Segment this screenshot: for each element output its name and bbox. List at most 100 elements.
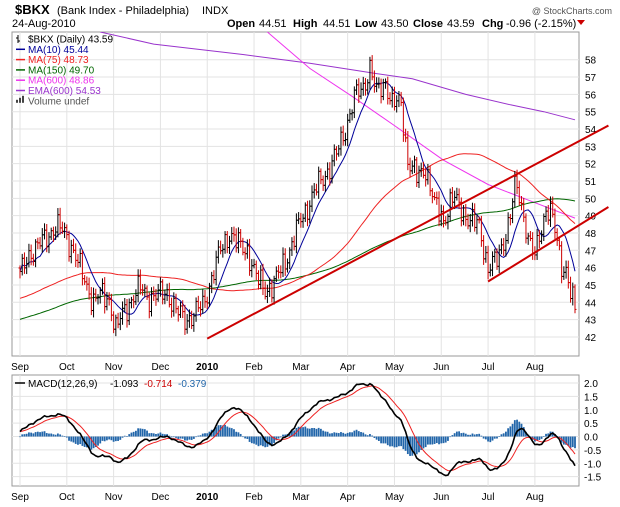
open-value: 44.51	[259, 18, 287, 30]
price-panel-frame	[11, 31, 580, 357]
macd-hist-bar	[204, 433, 206, 437]
macd-hist-bar	[85, 436, 88, 448]
macd-hist-bar	[511, 423, 514, 437]
date-tick-label: Dec	[152, 362, 170, 373]
macd-hist-bar	[442, 436, 445, 444]
macd-tick-label: 1.5	[584, 392, 598, 403]
macd-legend: MACD(12,26,9) -1.093 -0.714 -0.379	[15, 379, 207, 390]
macd-hist-bar	[469, 434, 472, 437]
macd-hist-bar	[114, 436, 117, 442]
macd-hist-bar	[297, 426, 300, 437]
macd-hist-bar	[389, 436, 391, 447]
macd-hist-bar	[431, 436, 434, 445]
macd-hist-bar	[384, 436, 387, 444]
macd-hist-bar	[94, 436, 97, 448]
macd-hist-bar	[355, 429, 358, 437]
macd-hist-bar	[542, 436, 545, 437]
macd-hist-bar	[112, 436, 115, 442]
down-arrow-icon	[577, 20, 585, 25]
trendline	[487, 206, 609, 283]
macd-hist-bar	[433, 436, 436, 444]
macd-date-tick-label: Nov	[105, 492, 123, 503]
macd-hist-bar	[344, 433, 347, 437]
macd-hist-bar	[32, 433, 35, 437]
macd-hist-bar	[250, 436, 253, 444]
macd-hist-bar	[571, 436, 574, 448]
macd-hist-bar	[464, 433, 467, 437]
macd-hist-bar	[168, 435, 171, 437]
macd-date-tick-label: Sep	[11, 492, 29, 503]
macd-hist-bar	[81, 436, 84, 446]
macd-hist-bar	[420, 436, 423, 450]
macd-tick-label: 1.0	[584, 406, 598, 417]
macd-date-tick-label: Oct	[59, 492, 75, 503]
price-tick-label: 42	[585, 333, 597, 344]
macd-hist-bar	[545, 433, 547, 437]
price-grid	[12, 32, 579, 356]
macd-hist-bar	[422, 436, 425, 449]
price-tick-label: 57	[585, 73, 597, 84]
date-tick-label: Sep	[11, 362, 29, 373]
macd-hist-bar	[326, 431, 329, 437]
chg-label: Chg	[482, 18, 503, 30]
macd-hist-bar	[52, 434, 55, 437]
macd-hist-bar	[72, 436, 75, 443]
date-tick-label: Mar	[292, 362, 310, 373]
price-tick-label: 51	[585, 177, 597, 188]
macd-hist-bar	[444, 436, 447, 443]
macd-tick-label: -0.5	[584, 446, 602, 457]
macd-hist-bar	[342, 432, 345, 437]
ticker-symbol: $BKX	[15, 2, 50, 17]
macd-hist-bar	[393, 436, 396, 448]
macd-hist-bar	[520, 423, 523, 437]
macd-tick-label: 0.0	[584, 433, 598, 444]
macd-hist-bar	[23, 434, 26, 437]
macd-hist-bar	[235, 431, 238, 437]
macd-hist-bar	[259, 436, 262, 446]
macd-date-tick-label: Feb	[245, 492, 263, 503]
price-tick-label: 47	[585, 246, 597, 257]
price-tick-label: 53	[585, 142, 597, 153]
macd-hist-bar	[322, 430, 325, 437]
price-tick-label: 45	[585, 281, 597, 292]
macd-hist-bar	[574, 436, 576, 449]
macd-hist-bar	[177, 436, 180, 439]
price-axis: 4243444546474849505152535455565758	[585, 56, 597, 344]
macd-hist-bar	[56, 433, 59, 437]
macd-hist-bar	[217, 425, 220, 437]
macd-hist-bar	[366, 435, 369, 437]
price-overlays	[19, 32, 576, 320]
macd-hist-bar	[348, 432, 351, 437]
macd-hist-bar	[61, 435, 64, 437]
volume-icon	[22, 95, 24, 103]
macd-hist-bar	[77, 436, 79, 445]
macd-hist-bar	[429, 436, 432, 445]
macd-hist-bar	[357, 431, 360, 437]
macd-hist-bar	[239, 433, 242, 437]
macd-hist-bar	[471, 433, 474, 437]
macd-hist-bar	[478, 433, 481, 437]
macd-hist-bar	[279, 436, 282, 438]
macd-hist-bar	[473, 434, 476, 437]
date-tick-label: Nov	[105, 362, 123, 373]
macd-hist-bar	[299, 426, 302, 437]
trendlines	[206, 124, 609, 340]
open-label: Open	[227, 18, 255, 30]
legend-label: MA(150) 49.70	[28, 65, 95, 76]
volume-icon	[19, 97, 21, 103]
macd-hist-bar	[219, 425, 222, 437]
macd-hist-bar	[467, 434, 469, 437]
macd-hist-bar	[509, 426, 512, 437]
macd-hist-bar	[282, 434, 284, 437]
price-tick-label: 44	[585, 298, 597, 309]
macd-hist-bar	[291, 430, 293, 437]
macd-hist-bar	[175, 436, 177, 438]
macd-hist-bar	[493, 436, 496, 439]
macd-hist-bar	[362, 432, 365, 437]
macd-hist-bar	[411, 436, 414, 456]
macd-hist-bar	[244, 436, 247, 439]
date-tick-label: Jun	[433, 362, 449, 373]
macd-hist-bar	[333, 432, 336, 437]
macd-hist-bar	[317, 427, 320, 437]
